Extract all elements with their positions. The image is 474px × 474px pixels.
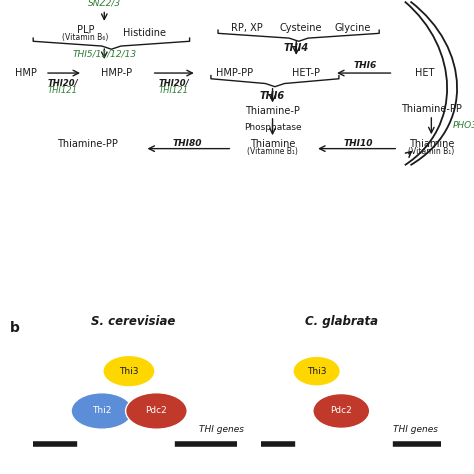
- Text: (Vitamine B₁): (Vitamine B₁): [247, 147, 298, 156]
- Text: Cysteine: Cysteine: [280, 23, 322, 33]
- Text: PLP: PLP: [77, 25, 94, 35]
- Text: THI4: THI4: [283, 43, 309, 53]
- Ellipse shape: [71, 392, 133, 429]
- Text: THI80: THI80: [173, 139, 202, 148]
- Text: Thiamine-P: Thiamine-P: [245, 106, 300, 116]
- Text: THI20/: THI20/: [159, 79, 189, 88]
- Text: Glycine: Glycine: [335, 23, 371, 33]
- Text: Thiamine-PP: Thiamine-PP: [57, 139, 118, 149]
- Text: HET-P: HET-P: [292, 68, 320, 78]
- Text: Phosphatase: Phosphatase: [244, 123, 301, 131]
- Text: THI genes: THI genes: [393, 425, 438, 434]
- Text: Pdc2: Pdc2: [146, 407, 167, 415]
- Text: HMP: HMP: [15, 68, 37, 78]
- Ellipse shape: [126, 392, 187, 429]
- Text: Pdc2: Pdc2: [330, 407, 352, 415]
- Text: THI10: THI10: [343, 139, 373, 148]
- Text: (Vitamin B₆): (Vitamin B₆): [62, 33, 109, 42]
- Text: S. cerevisiae: S. cerevisiae: [91, 315, 175, 328]
- Text: Thi3: Thi3: [119, 367, 139, 375]
- Text: THI5/11/12/13: THI5/11/12/13: [72, 49, 137, 58]
- Text: PHO3: PHO3: [453, 121, 474, 130]
- Text: C. glabrata: C. glabrata: [305, 315, 378, 328]
- Text: HMP-P: HMP-P: [100, 68, 132, 78]
- Ellipse shape: [313, 393, 370, 428]
- Text: Thi3: Thi3: [307, 367, 327, 375]
- Text: THI6: THI6: [353, 61, 377, 70]
- Text: THI121: THI121: [159, 86, 189, 95]
- Text: Thi2: Thi2: [92, 407, 111, 415]
- Text: Thiamine-PP: Thiamine-PP: [401, 104, 462, 114]
- Ellipse shape: [293, 356, 340, 386]
- Ellipse shape: [103, 356, 155, 387]
- Text: Histidine: Histidine: [123, 28, 166, 38]
- Text: HET: HET: [415, 68, 434, 78]
- Text: SNZ2/3: SNZ2/3: [88, 0, 121, 8]
- Text: Thiamine: Thiamine: [250, 139, 295, 149]
- Text: HMP-PP: HMP-PP: [216, 68, 253, 78]
- Text: THI genes: THI genes: [199, 425, 244, 434]
- Text: Thiamine: Thiamine: [409, 139, 454, 149]
- Text: THI6: THI6: [260, 91, 285, 100]
- Text: THI20/: THI20/: [48, 79, 78, 88]
- Text: RP, XP: RP, XP: [231, 23, 262, 33]
- Text: THI121: THI121: [48, 86, 78, 95]
- Text: b: b: [9, 321, 19, 336]
- Text: (Vitamin B₁): (Vitamin B₁): [408, 147, 455, 156]
